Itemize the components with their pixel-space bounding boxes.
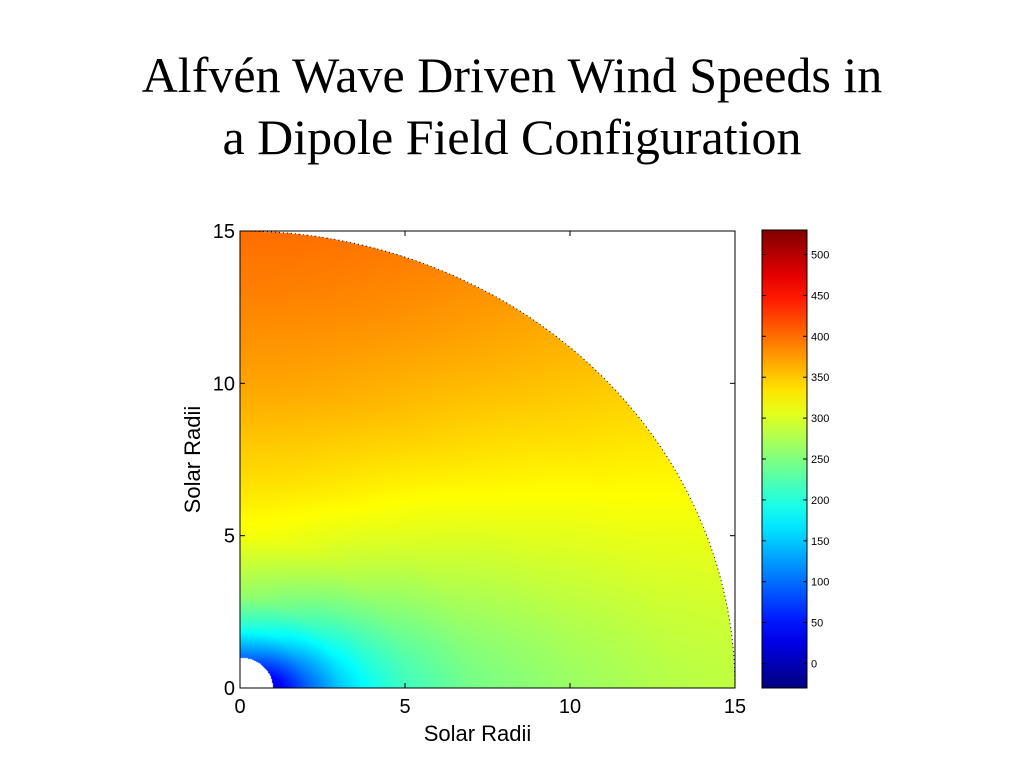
slide-title-line-2: a Dipole Field Configuration xyxy=(222,109,802,165)
y-tick-label: 0 xyxy=(224,678,235,700)
y-axis-label: Solar Radii xyxy=(180,406,205,514)
colorbar-tick-label: 500 xyxy=(811,250,829,262)
plot-axes: 0 5 10 15 0 5 10 15 Solar Radii Solar Radii xyxy=(180,221,746,746)
colorbar-tick-label: 350 xyxy=(811,372,829,384)
colorbar-tick-label: 450 xyxy=(811,290,829,302)
colorbar-tick-label: 100 xyxy=(811,577,829,589)
y-tick-label: 10 xyxy=(213,373,235,395)
colorbar-tick-label: 150 xyxy=(811,536,829,548)
colorbar-tick-label: 0 xyxy=(811,658,817,670)
colorbar-gradient xyxy=(761,229,808,689)
x-tick-label: 0 xyxy=(234,696,245,718)
colorbar-tick-label: 200 xyxy=(811,495,829,507)
plot-frame xyxy=(239,230,736,689)
colorbar-tick-label: 250 xyxy=(811,454,829,466)
wind-speed-field xyxy=(240,231,735,688)
outer-boundary-arc xyxy=(239,230,736,689)
heatmap-plot xyxy=(239,230,736,689)
slide-title-line-1: Alfvén Wave Driven Wind Speeds in xyxy=(141,47,883,103)
y-tick-label: 5 xyxy=(224,526,235,548)
x-tick-label: 5 xyxy=(399,696,410,718)
colorbar-tick-label: 50 xyxy=(811,618,823,630)
y-tick-label: 15 xyxy=(213,221,235,243)
x-tick-label: 10 xyxy=(559,696,581,718)
x-axis-label: Solar Radii xyxy=(424,721,532,746)
slide-title: Alfvén Wave Driven Wind Speeds in a Dipo… xyxy=(0,44,1024,168)
colorbar-tick-label: 300 xyxy=(811,413,829,425)
colorbar-tick-label: 400 xyxy=(811,331,829,343)
colorbar: 0 50 100 150 200 250 300 350 400 450 500 xyxy=(761,229,829,689)
x-tick-label: 15 xyxy=(724,696,746,718)
